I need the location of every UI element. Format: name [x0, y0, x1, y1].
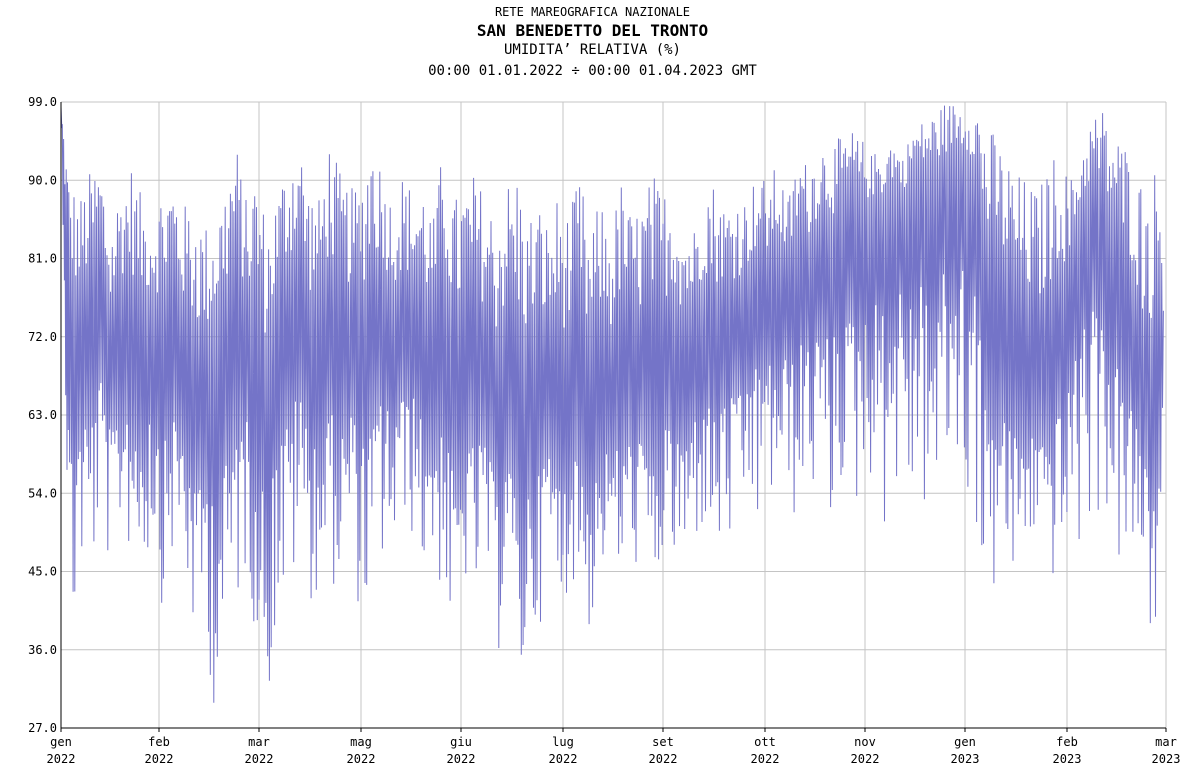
period-title: 00:00 01.01.2022 ÷ 00:00 01.04.2023 GMT [428, 63, 757, 79]
x-tick-month: feb [1056, 735, 1078, 749]
x-tick-year: 2022 [145, 752, 174, 766]
y-tick-label: 72.0 [28, 330, 57, 344]
x-tick-year: 2022 [47, 752, 76, 766]
x-tick-year: 2022 [245, 752, 274, 766]
network-title: RETE MAREOGRAFICA NAZIONALE [494, 5, 691, 19]
y-tick-label: 45.0 [28, 565, 57, 579]
series-humidity [60, 105, 1164, 703]
y-tick-label: 27.0 [28, 721, 57, 735]
x-tick-year: 2022 [649, 752, 678, 766]
y-tick-label: 63.0 [28, 408, 57, 422]
y-tick-label: 99.0 [28, 95, 57, 109]
y-tick-label: 90.0 [28, 173, 57, 187]
x-tick-year: 2022 [549, 752, 578, 766]
x-tick-month: set [652, 735, 674, 749]
x-tick-month: mar [1155, 735, 1177, 749]
x-tick-month: feb [148, 735, 170, 749]
y-axis-ticks: 99.0 90.0 81.0 72.0 63.0 54.0 45.0 36.0 27.0 [28, 95, 57, 735]
x-tick-year: 2022 [751, 752, 780, 766]
x-tick-month: mag [350, 735, 372, 749]
parameter-title: UMIDITA’ RELATIVA (%) [503, 42, 681, 58]
station-title: SAN BENEDETTO DEL TRONTO [476, 21, 709, 40]
x-axis-ticks: gen 2022 feb 2022 mar 2022 mag 2022 giu 2022 lug 20… [47, 728, 1181, 766]
x-tick-month: ott [754, 735, 776, 749]
x-tick-year: 2023 [1152, 752, 1181, 766]
series-line [60, 105, 1164, 703]
x-tick-month: gen [50, 735, 72, 749]
x-tick-year: 2022 [347, 752, 376, 766]
x-tick-month: gen [954, 735, 976, 749]
y-tick-label: 81.0 [28, 252, 57, 266]
x-tick-month: mar [248, 735, 270, 749]
y-tick-label: 54.0 [28, 486, 57, 500]
x-tick-month: giu [450, 735, 472, 749]
x-tick-year: 2023 [1053, 752, 1082, 766]
x-tick-month: lug [552, 735, 574, 749]
x-tick-year: 2022 [851, 752, 880, 766]
x-tick-year: 2023 [951, 752, 980, 766]
y-tick-label: 36.0 [28, 643, 57, 657]
x-tick-month: nov [854, 735, 876, 749]
chart-frame [60, 102, 1166, 729]
x-tick-year: 2022 [447, 752, 476, 766]
